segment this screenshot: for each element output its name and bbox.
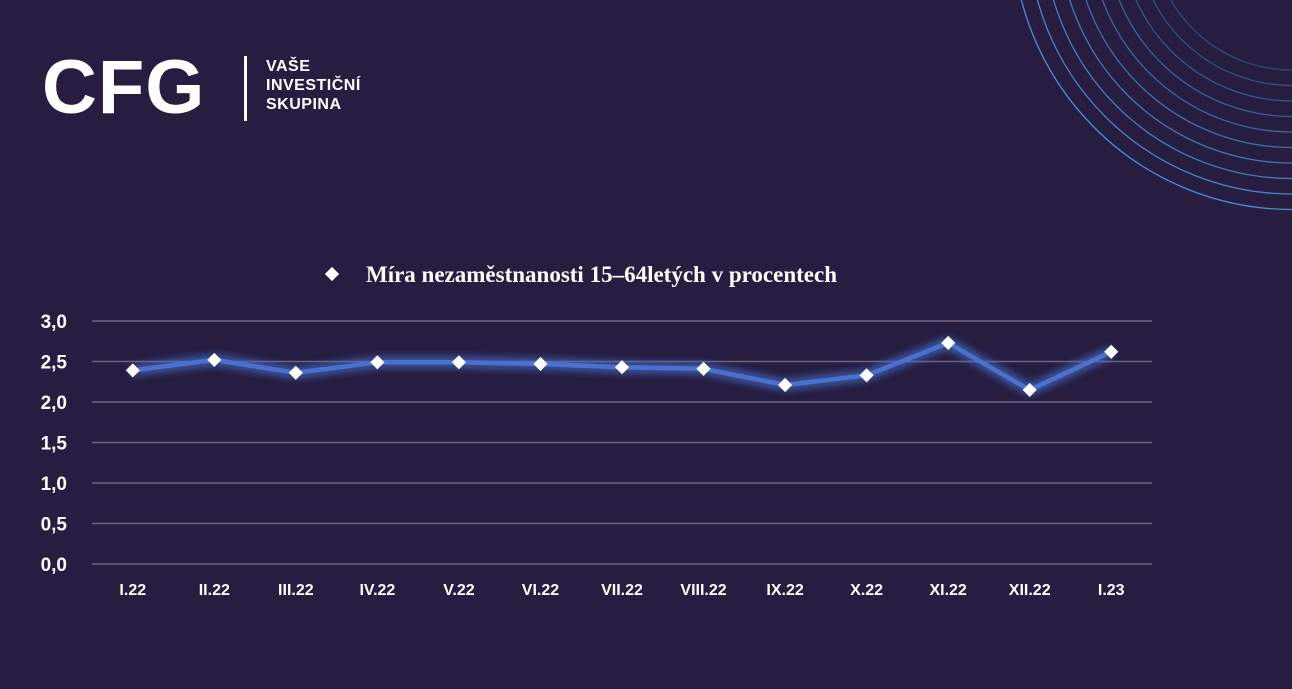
data-point-marker (778, 377, 793, 393)
y-tick-label: 1,0 (41, 474, 67, 495)
data-point-marker (696, 361, 711, 376)
data-point-marker (207, 352, 222, 367)
data-point-marker (288, 365, 303, 380)
x-tick-label: V.22 (443, 582, 475, 599)
y-tick-label: 2,5 (41, 353, 68, 374)
x-tick-label: XI.22 (929, 582, 966, 599)
logo-tagline: VAŠE INVESTIČNÍ SKUPINA (266, 57, 361, 114)
x-axis-ticks: I.22 II.22 III.22 IV.22 V.22 VI.22 VII.22 VIII.… (119, 582, 1124, 599)
logo-mark: CFG (42, 45, 206, 130)
y-tick-label: 2,0 (41, 393, 67, 414)
y-tick-label: 0,0 (41, 555, 67, 576)
legend-marker (324, 266, 340, 282)
data-point-marker (859, 368, 874, 383)
y-tick-label: 3,0 (41, 312, 67, 333)
data-point-marker (533, 356, 548, 371)
x-tick-label: XII.22 (1009, 582, 1051, 599)
tagline-line-2: INVESTIČNÍ (266, 77, 361, 94)
gridlines (92, 320, 1152, 565)
x-tick-label: I.23 (1098, 582, 1125, 599)
y-axis-ticks: 3,0 2,5 2,0 1,5 1,0 0,5 0,0 (41, 312, 68, 576)
x-tick-label: VII.22 (601, 582, 643, 599)
tagline-line-1: VAŠE (266, 58, 311, 75)
data-point-marker (1104, 344, 1119, 359)
x-tick-label: VI.22 (522, 582, 559, 599)
data-point-marker (1022, 382, 1037, 397)
x-tick-label: X.22 (850, 582, 883, 599)
x-tick-label: IV.22 (359, 582, 395, 599)
data-point-marker (125, 363, 140, 378)
data-point-marker (370, 355, 385, 370)
tagline-line-3: SKUPINA (266, 96, 342, 113)
x-tick-label: III.22 (278, 582, 314, 599)
y-tick-label: 0,5 (41, 515, 68, 536)
x-tick-label: II.22 (199, 582, 230, 599)
logo-divider (244, 56, 247, 121)
series-layer (125, 335, 1119, 397)
x-tick-label: VIII.22 (680, 582, 726, 599)
y-tick-label: 1,5 (41, 434, 68, 455)
data-point-marker (614, 360, 630, 375)
data-point-marker (451, 355, 466, 370)
legend: Míra nezaměstnanosti 15–64letých v proce… (306, 262, 837, 287)
x-tick-label: I.22 (119, 582, 146, 599)
legend-label: Míra nezaměstnanosti 15–64letých v proce… (366, 262, 837, 287)
x-tick-label: IX.22 (766, 582, 803, 599)
data-point-marker (941, 335, 956, 350)
